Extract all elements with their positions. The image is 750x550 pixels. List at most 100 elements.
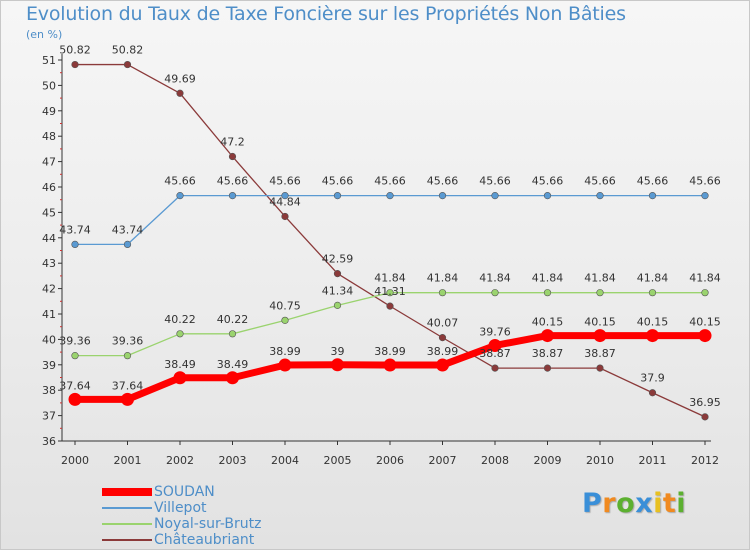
data-label: 39 xyxy=(331,345,345,358)
x-tick-label: 2012 xyxy=(691,454,719,467)
data-point xyxy=(438,289,447,297)
data-point xyxy=(123,60,132,69)
data-label: 38.99 xyxy=(269,345,301,358)
data-point xyxy=(383,358,397,372)
data-label: 44.84 xyxy=(269,195,301,208)
data-point xyxy=(648,289,657,297)
data-label: 40.15 xyxy=(637,316,669,329)
x-tick-label: 2008 xyxy=(481,454,509,467)
data-point xyxy=(228,192,237,200)
logo-letter: o xyxy=(616,488,636,519)
data-point xyxy=(123,352,132,360)
data-label: 39.36 xyxy=(112,335,144,348)
data-point xyxy=(386,192,394,200)
legend-label: Châteaubriant xyxy=(154,532,255,548)
data-point xyxy=(71,352,79,360)
data-point xyxy=(648,192,657,200)
data-point xyxy=(701,289,709,297)
legend-swatch xyxy=(102,507,152,509)
legend-label: SOUDAN xyxy=(154,484,215,500)
y-tick-label: 48 xyxy=(42,130,56,143)
data-label: 38.99 xyxy=(427,345,459,358)
data-point xyxy=(438,334,447,342)
data-label: 38.99 xyxy=(374,345,406,358)
y-tick-label: 46 xyxy=(42,181,56,194)
data-point xyxy=(333,270,342,278)
y-tick-label: 47 xyxy=(42,156,56,169)
data-label: 45.66 xyxy=(217,175,249,188)
data-point xyxy=(331,358,344,372)
data-point xyxy=(228,152,237,161)
logo-letter: P xyxy=(582,488,603,519)
data-label: 38.87 xyxy=(532,347,564,360)
data-label: 41.84 xyxy=(427,272,459,285)
data-label: 45.66 xyxy=(269,175,301,188)
logo-letter: r xyxy=(602,488,617,519)
data-point xyxy=(333,192,342,200)
data-point xyxy=(543,289,552,297)
data-label: 38.87 xyxy=(584,347,616,360)
data-point xyxy=(386,289,394,297)
data-label: 36.95 xyxy=(689,396,721,409)
data-label: 50.82 xyxy=(59,44,91,57)
legend-swatch xyxy=(102,523,152,525)
data-point xyxy=(173,371,187,385)
y-tick-label: 39 xyxy=(42,359,56,372)
data-point xyxy=(71,60,79,69)
data-point xyxy=(491,192,499,200)
data-label: 40.15 xyxy=(532,316,564,329)
data-label: 45.66 xyxy=(532,175,564,188)
x-tick-label: 2001 xyxy=(114,454,142,467)
data-point xyxy=(226,371,239,385)
data-label: 45.66 xyxy=(479,175,511,188)
data-label: 41.84 xyxy=(532,272,564,285)
legend-swatch xyxy=(102,539,152,541)
data-label: 41.84 xyxy=(689,272,721,285)
data-label: 41.34 xyxy=(322,284,354,297)
data-label: 39.36 xyxy=(59,335,91,348)
y-tick-label: 44 xyxy=(42,232,56,245)
data-label: 41.31 xyxy=(374,285,406,298)
logo-letter: i xyxy=(653,488,663,519)
data-point xyxy=(593,329,607,343)
data-label: 41.84 xyxy=(374,272,406,285)
data-point xyxy=(491,289,499,297)
data-label: 37.64 xyxy=(59,379,91,392)
data-point xyxy=(228,330,237,338)
data-point xyxy=(646,329,659,343)
x-tick-label: 2003 xyxy=(219,454,247,467)
data-label: 45.66 xyxy=(164,175,196,188)
data-label: 45.66 xyxy=(637,175,669,188)
data-point xyxy=(278,358,292,372)
legend-label: Noyal-sur-Brutz xyxy=(154,516,262,532)
data-label: 38.49 xyxy=(164,358,196,371)
data-label: 47.2 xyxy=(220,136,245,149)
series-line-villepot xyxy=(74,194,706,246)
y-tick-label: 51 xyxy=(42,54,56,67)
data-label: 41.84 xyxy=(479,272,511,285)
x-tick-label: 2007 xyxy=(429,454,457,467)
data-label: 41.84 xyxy=(637,272,669,285)
data-label: 37.9 xyxy=(640,372,665,385)
y-tick-label: 36 xyxy=(42,435,56,448)
data-point xyxy=(648,389,657,397)
y-axis-unit: (en %) xyxy=(26,28,63,41)
data-point xyxy=(176,89,184,97)
data-label: 40.15 xyxy=(689,316,721,329)
logo-letter: i xyxy=(676,488,687,519)
y-tick-label: 37 xyxy=(42,410,56,423)
data-label: 45.66 xyxy=(374,175,406,188)
data-point xyxy=(281,192,289,200)
data-point xyxy=(541,329,554,343)
data-point xyxy=(281,316,289,324)
data-label: 50.82 xyxy=(112,44,144,57)
data-point xyxy=(698,329,712,343)
logo-letter: x xyxy=(635,488,654,519)
x-tick-label: 2006 xyxy=(376,454,404,467)
data-label: 40.15 xyxy=(584,316,616,329)
x-tick-label: 2002 xyxy=(166,454,194,467)
data-point xyxy=(176,330,184,338)
y-tick-label: 45 xyxy=(42,206,56,219)
data-label: 45.66 xyxy=(427,175,459,188)
data-label: 41.84 xyxy=(584,272,616,285)
